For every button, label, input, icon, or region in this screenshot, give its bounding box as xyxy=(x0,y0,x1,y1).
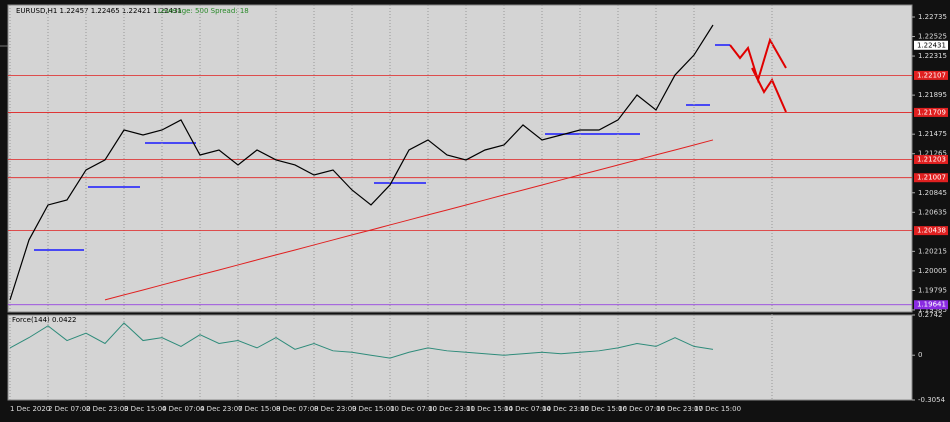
y-tick-label: 1.22735 xyxy=(918,13,947,21)
x-tick-label: 10 Dec 23:00 xyxy=(428,405,475,413)
y-tick-label: 1.20215 xyxy=(918,247,947,255)
level-box xyxy=(914,154,948,164)
indicator-line xyxy=(9,322,714,359)
x-tick-label: 4 Dec 23:00 xyxy=(200,405,243,413)
subtitle: Leverage: 500 Spread: 18 xyxy=(158,7,249,15)
y-tick-label: 1.22525 xyxy=(918,33,947,41)
y-tick-label: 0 xyxy=(918,351,922,359)
projection xyxy=(729,37,787,84)
y-tick-label: 1.20635 xyxy=(918,208,947,216)
x-tick-label: 4 Dec 07:00 xyxy=(162,405,205,413)
level-box xyxy=(914,300,948,310)
level-box xyxy=(914,70,948,80)
x-tick-label: 11 Dec 15:00 xyxy=(466,405,513,413)
y-tick-label: 1.22315 xyxy=(918,52,947,60)
level-label: 1.22107 xyxy=(917,71,946,79)
x-tick-label: 2 Dec 07:00 xyxy=(48,405,91,413)
y-tick-label: 1.21895 xyxy=(918,91,947,99)
y-tick-label: 1.21265 xyxy=(918,150,947,158)
y-tick-label: 1.20845 xyxy=(918,189,947,197)
x-tick-label: 1 Dec 2020 xyxy=(10,405,50,413)
projection xyxy=(751,67,787,113)
level-box xyxy=(914,173,948,183)
x-tick-label: 2 Dec 23:00 xyxy=(86,405,129,413)
x-tick-label: 17 Dec 15:00 xyxy=(694,405,741,413)
y-tick-label: 1.21475 xyxy=(918,130,947,138)
x-tick-label: 8 Dec 07:00 xyxy=(276,405,319,413)
x-tick-label: 16 Dec 23:00 xyxy=(656,405,703,413)
x-tick-label: 15 Dec 15:00 xyxy=(580,405,627,413)
x-tick-label: 14 Dec 23:00 xyxy=(542,405,589,413)
series-line xyxy=(104,139,714,301)
x-tick-label: 7 Dec 15:00 xyxy=(238,405,281,413)
level-label: 1.21203 xyxy=(917,155,946,163)
chart-title: EURUSD,H1 1.22457 1.22465 1.22421 1.2243… xyxy=(16,7,182,15)
x-tick-label: 14 Dec 07:00 xyxy=(504,405,551,413)
level-label: 1.20438 xyxy=(917,227,946,235)
x-tick-label: 9 Dec 15:00 xyxy=(352,405,395,413)
y-tick-label: 0.2742 xyxy=(918,311,943,319)
level-label: 1.21007 xyxy=(917,174,946,182)
y-tick-label: 1.19795 xyxy=(918,286,947,294)
price-label: 1.22431 xyxy=(917,41,946,49)
indicator-label: Force(144) 0.0422 xyxy=(12,316,76,324)
x-tick-label: 8 Dec 23:00 xyxy=(314,405,357,413)
y-tick-label: 1.19585 xyxy=(918,306,947,314)
y-tick-label: -0.3054 xyxy=(918,396,946,404)
level-box xyxy=(914,107,948,117)
indicator-panel xyxy=(7,314,913,401)
y-tick-label: 1.20005 xyxy=(918,267,947,275)
x-tick-label: 3 Dec 15:00 xyxy=(124,405,167,413)
x-tick-label: 16 Dec 07:00 xyxy=(618,405,665,413)
price-box xyxy=(914,40,948,50)
level-box xyxy=(914,226,948,236)
x-tick-label: 10 Dec 07:00 xyxy=(390,405,437,413)
level-label: 1.21709 xyxy=(917,108,946,116)
series-line xyxy=(9,24,714,301)
level-label: 1.19641 xyxy=(917,301,946,309)
